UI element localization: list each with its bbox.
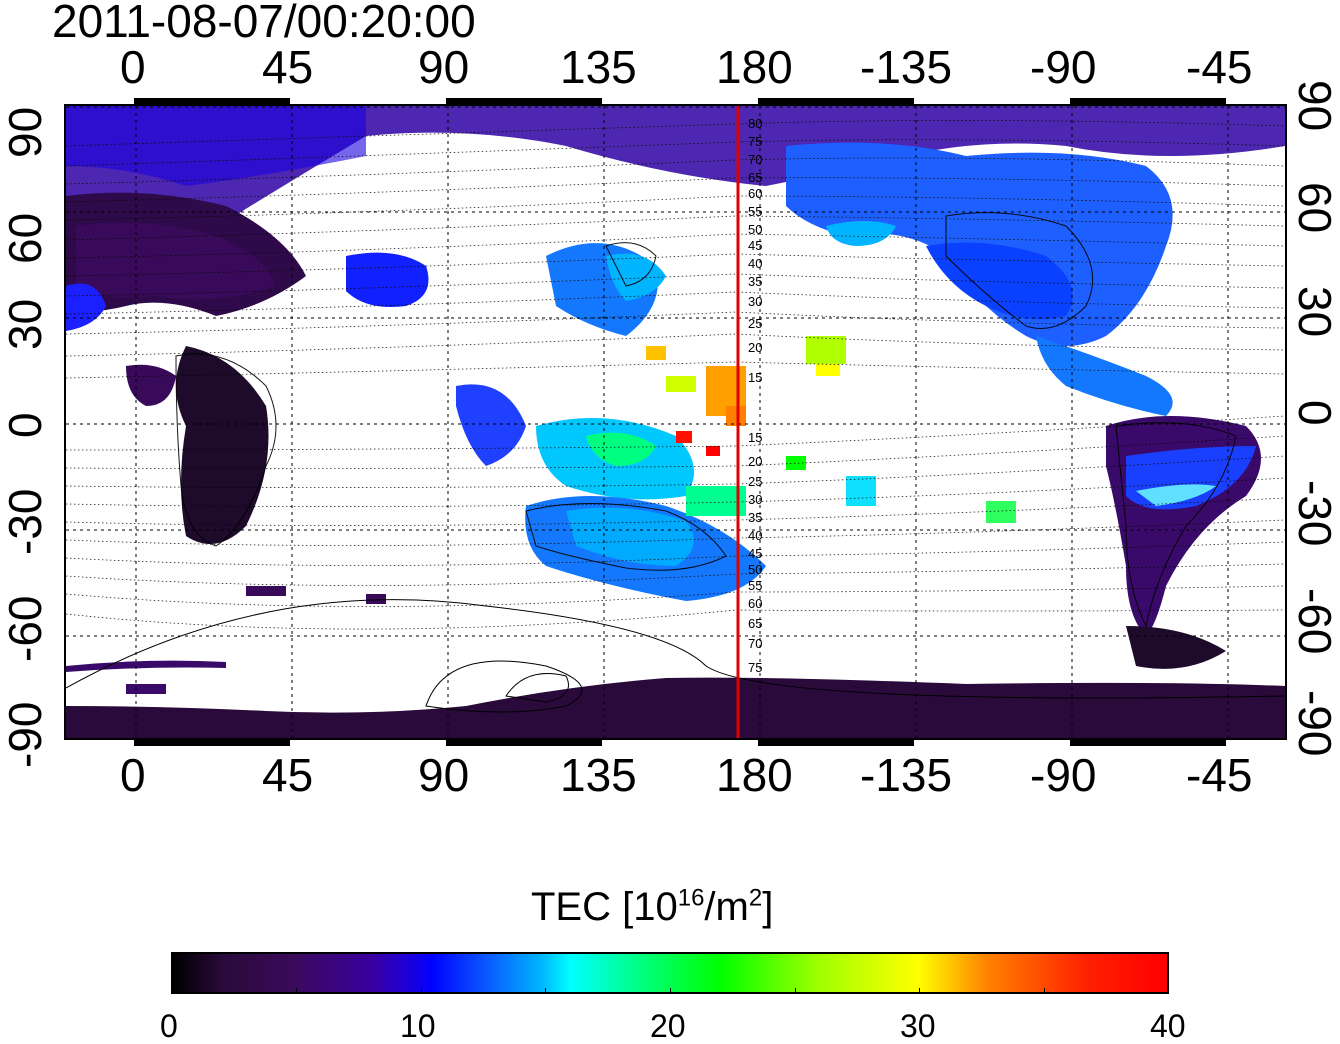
right-tick: 60: [1289, 182, 1340, 234]
colorbar-title-exponent: 16: [677, 884, 705, 912]
bottom-tick-bars: [64, 740, 1287, 746]
contour-label: 45: [748, 238, 762, 253]
colorbar-title-close: ]: [762, 885, 774, 929]
contour-label: 80: [748, 116, 762, 131]
contour-label: 40: [748, 256, 762, 271]
right-tick: 30: [1289, 286, 1340, 338]
contour-label: 55: [748, 578, 762, 593]
contour-label: 30: [748, 492, 762, 507]
top-tick: 180: [716, 41, 793, 93]
top-tick: -135: [860, 41, 953, 93]
colorbar-tick-label: 40: [1150, 1008, 1186, 1044]
contour-label: 25: [748, 474, 762, 489]
contour-label: 50: [748, 222, 762, 237]
contour-label: 20: [748, 454, 762, 469]
bottom-tick: 0: [120, 749, 146, 801]
contour-label: 30: [748, 294, 762, 309]
top-tick: 90: [418, 41, 470, 93]
bottom-tick: 45: [262, 749, 314, 801]
left-tick: 0: [0, 412, 51, 438]
right-tick: -30: [1289, 480, 1340, 547]
top-tick: 135: [560, 41, 637, 93]
colorbar-title-unit-exponent: 2: [748, 884, 763, 912]
colorbar-tick: [1044, 988, 1045, 994]
colorbar-title-main: TEC [10: [531, 885, 678, 929]
contour-label: 40: [748, 528, 762, 543]
colorbar-tick-label: 0: [160, 1008, 178, 1044]
tec-map: 80 75 70 65 60 55 50 45 40 35 30 25 20 1…: [64, 104, 1287, 740]
map-title: 2011-08-07/00:20:00: [52, 0, 476, 47]
contour-label: 65: [748, 616, 762, 631]
colorbar-tick-label: 30: [900, 1008, 936, 1044]
contour-label: 65: [748, 170, 762, 185]
left-tick: 90: [0, 106, 51, 158]
top-tick: 0: [120, 41, 146, 93]
colorbar-tick: [795, 988, 796, 994]
contour-label: 75: [748, 660, 762, 675]
bottom-tick: -135: [860, 749, 953, 801]
left-tick: -90: [0, 701, 51, 768]
top-tick: 45: [262, 41, 314, 93]
contour-label: 70: [748, 152, 762, 167]
contour-label: 35: [748, 274, 762, 289]
contour-label: 45: [748, 546, 762, 561]
bottom-tick: -45: [1186, 749, 1253, 801]
contour-label: 60: [748, 186, 762, 201]
contour-label: 35: [748, 510, 762, 525]
contour-label: 70: [748, 636, 762, 651]
right-tick: 0: [1289, 400, 1340, 426]
contour-label: 55: [748, 204, 762, 219]
top-tick-bars: [64, 98, 1287, 104]
contour-label: 60: [748, 596, 762, 611]
colorbar-tick: [545, 988, 546, 994]
right-tick: -60: [1289, 588, 1340, 655]
top-tick: -90: [1030, 41, 1097, 93]
contour-label: 25: [748, 316, 762, 331]
contour-label: 50: [748, 562, 762, 577]
left-tick: 30: [0, 298, 51, 350]
left-tick: -60: [0, 595, 51, 662]
tec-map-canvas: 80 75 70 65 60 55 50 45 40 35 30 25 20 1…: [66, 106, 1285, 738]
colorbar-tick-label: 10: [400, 1008, 436, 1044]
colorbar-tick: [919, 988, 920, 994]
contour-label: 15: [748, 370, 762, 385]
bottom-tick: 180: [716, 749, 793, 801]
colorbar-title-unit: /m: [704, 885, 749, 929]
bottom-tick: -90: [1030, 749, 1097, 801]
contour-label: 20: [748, 340, 762, 355]
colorbar-tick: [421, 988, 422, 994]
left-tick: 60: [0, 212, 51, 264]
right-tick: 90: [1289, 80, 1340, 132]
bottom-tick: 135: [560, 749, 637, 801]
contour-label: 75: [748, 134, 762, 149]
colorbar-tick: [670, 988, 671, 994]
colorbar-tick: [296, 988, 297, 994]
colorbar-title: TEC [1016/m2]: [531, 884, 773, 930]
contour-label: 15: [748, 430, 762, 445]
left-tick: -30: [0, 488, 51, 555]
colorbar-tick-label: 20: [650, 1008, 686, 1044]
right-tick: -90: [1289, 690, 1340, 757]
bottom-tick: 90: [418, 749, 470, 801]
top-tick: -45: [1186, 41, 1253, 93]
